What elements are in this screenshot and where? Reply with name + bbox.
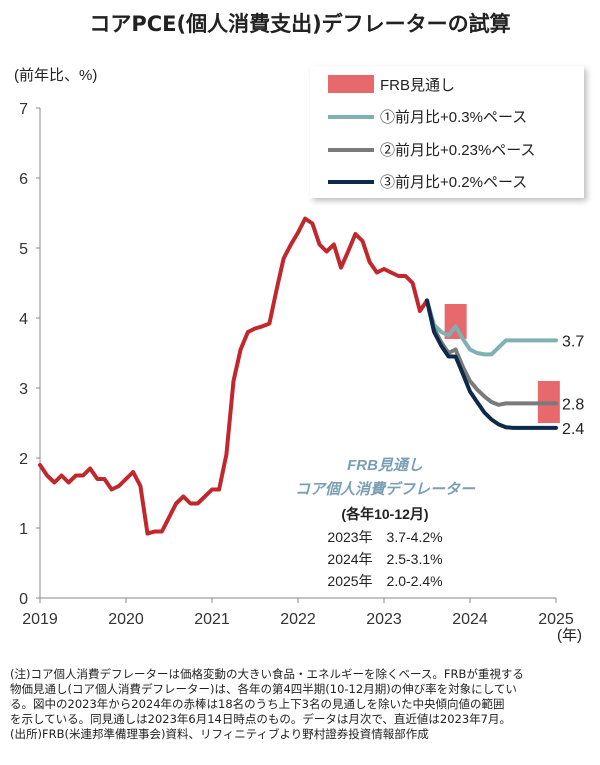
footnote-line: (注)コア個人消費デフレーターは価格変動の大きい食品・エネルギーを除くベース。F… — [10, 667, 524, 681]
page-title: コアPCE(個人消費支出)デフレーターの試算 — [89, 12, 511, 36]
annotation-row-2025: 2025年 2.0-2.4% — [327, 573, 442, 589]
legend-label-s2: ②前月比+0.23%ペース — [380, 142, 536, 159]
y-tick-label: 4 — [19, 311, 28, 328]
annotation-line2: コア個人消費デフレーター — [295, 480, 476, 498]
legend-label-frb: FRB見通し — [380, 77, 455, 94]
x-tick-label: 2025 — [538, 611, 574, 628]
footnote: (注)コア個人消費デフレーターは価格変動の大きい食品・エネルギーを除くベース。F… — [10, 667, 595, 742]
annotation-header: (各年10-12月) — [341, 506, 428, 522]
y-axis-label: (前年比、%) — [14, 67, 97, 84]
x-tick-label: 2022 — [280, 611, 316, 628]
end-label-s1: 3.7 — [562, 333, 584, 350]
footnote-line: る。図中の2023年から2024年の赤棒は18名のうち上下3名の見通しを除いた中… — [10, 697, 505, 711]
annotation-row-2024: 2024年 2.5-3.1% — [327, 551, 442, 567]
footnote-line: 物価見通し(コア個人消費デフレーター)は、各年の第4四半期(10-12月期)の伸… — [10, 682, 517, 696]
x-tick-label: 2023 — [366, 611, 402, 628]
x-tick-label: 2020 — [108, 611, 144, 628]
legend-label-s3: ③前月比+0.2%ペース — [380, 174, 527, 191]
y-tick-label: 5 — [19, 241, 28, 258]
y-tick-label: 1 — [19, 521, 28, 538]
end-label-s3: 2.4 — [562, 421, 584, 438]
y-tick-label: 0 — [19, 591, 28, 608]
annotation-row-2023: 2023年 3.7-4.2% — [327, 529, 442, 545]
annotation-line1: FRB見通し — [347, 457, 423, 474]
legend: FRB見通し ①前月比+0.3%ペース ②前月比+0.23%ペース ③前月比+0… — [310, 66, 584, 198]
series-line-s1 — [425, 298, 558, 357]
frb-annotation: FRB見通し コア個人消費デフレーター (各年10-12月) 2023年 3.7… — [295, 457, 476, 589]
series-line-actual — [38, 216, 429, 536]
footnote-line: を示している。同見通しは2023年6月14日時点のもの。データは月次で、直近値は… — [10, 712, 511, 726]
series-line-s3 — [425, 298, 558, 430]
x-tick-label: 2021 — [194, 611, 230, 628]
series-lines — [38, 216, 558, 536]
axes: 0 1 2 3 4 5 6 7 2019 2020 2021 2022 2023 2024 2025 — [19, 101, 574, 628]
footnote-line: (出所)FRB(米連邦準備理事会)資料、リフィニティブより野村證券投資情報部作成 — [10, 727, 429, 741]
x-tick-label: 2019 — [22, 611, 58, 628]
x-tick-label: 2024 — [452, 611, 488, 628]
end-labels: 3.7 2.8 2.4 — [562, 333, 584, 438]
end-label-s2: 2.8 — [562, 396, 584, 413]
y-tick-label: 3 — [19, 381, 28, 398]
y-tick-label: 7 — [19, 101, 28, 118]
y-tick-label: 6 — [19, 171, 28, 188]
x-axis-label: (年) — [557, 627, 582, 644]
chart: (前年比、%) 0 1 2 3 4 5 6 7 2019 2020 2021 2022 2023 2024… — [14, 66, 584, 644]
legend-label-s1: ①前月比+0.3%ペース — [380, 109, 527, 126]
legend-swatch-frb — [328, 75, 374, 93]
y-tick-label: 2 — [19, 451, 28, 468]
